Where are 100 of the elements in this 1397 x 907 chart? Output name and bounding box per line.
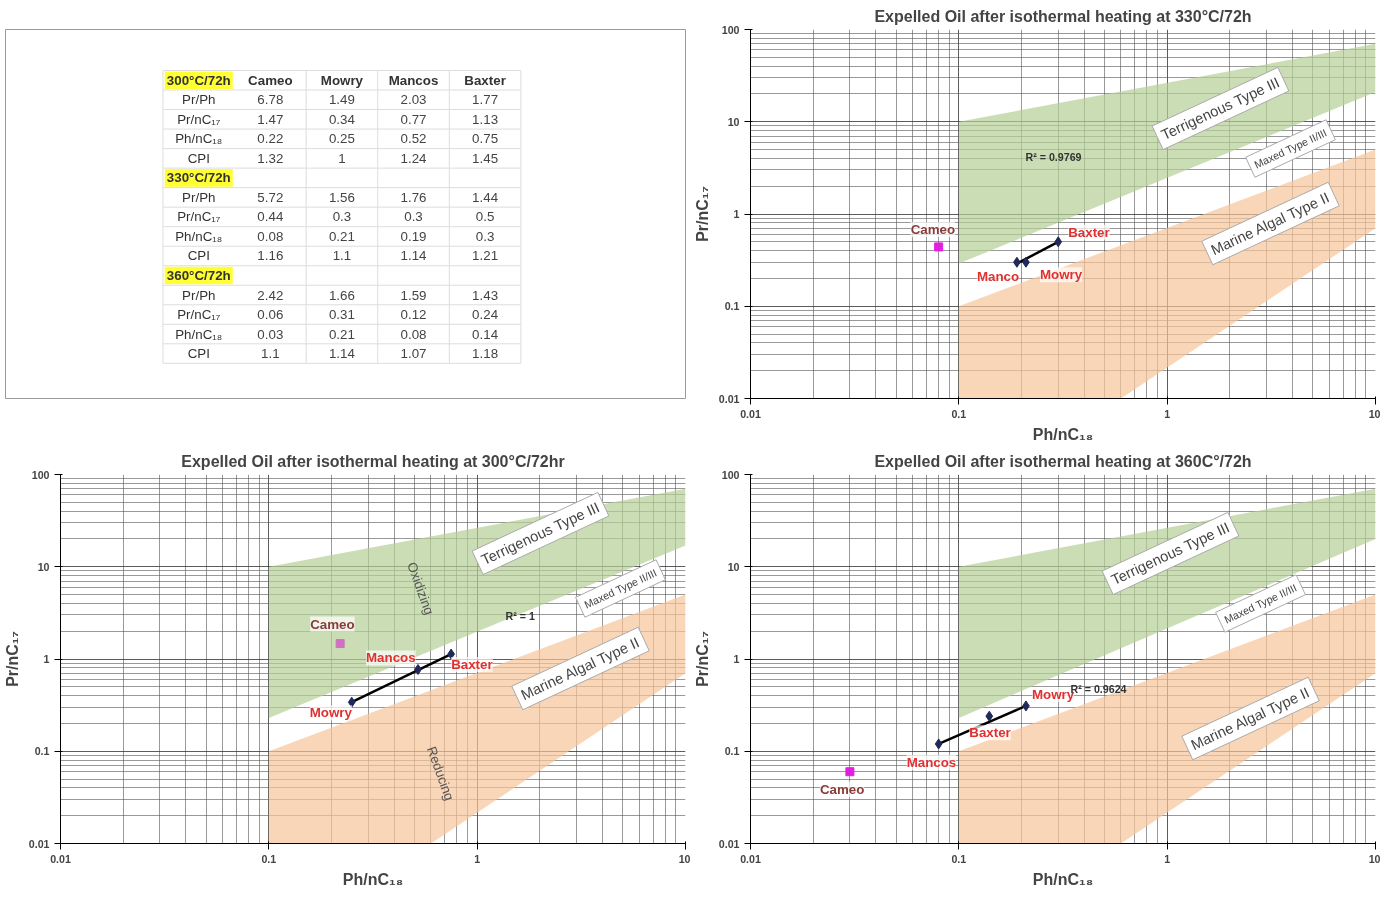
text: 0.77 <box>400 111 427 127</box>
text: 1.47 <box>257 111 284 127</box>
annotation: R² = 1 <box>505 609 535 622</box>
y-tick-label: 1 <box>733 208 740 220</box>
text: 1.14 <box>400 248 427 264</box>
text: 0.31 <box>328 307 355 323</box>
y-tick-label: 0.01 <box>718 392 740 405</box>
text: 0.22 <box>257 131 284 147</box>
chart-title: Expelled Oil after isothermal heating at 360C°/72h <box>874 452 1252 470</box>
y-tick-label: 0.01 <box>28 837 50 850</box>
series-label: Mancos <box>366 650 416 666</box>
category-label: Baxter <box>464 72 506 88</box>
text: 5.72 <box>257 189 284 205</box>
chart-title: Expelled Oil after isothermal heating at 330°C/72h <box>874 7 1252 25</box>
text: 1.77 <box>472 92 499 108</box>
text: 0.25 <box>328 131 355 147</box>
category-label: Mowry <box>320 72 364 88</box>
text: 1.14 <box>328 346 355 362</box>
category-label: Cameo <box>248 72 293 88</box>
category-label: Pr/nC₁₇ <box>177 111 221 127</box>
text: 0.3 <box>404 209 423 225</box>
annotation: R² = 0.9769 <box>1025 150 1082 163</box>
x-axis-title: Ph/nC₁₈ <box>1032 870 1094 888</box>
category-label: Pr/Ph <box>182 92 216 108</box>
annotation: Marine Algal Type II <box>1208 189 1332 259</box>
category-label: CPI <box>187 150 210 166</box>
text: 0.14 <box>472 326 499 342</box>
x-tick-label: 1 <box>1164 852 1171 865</box>
text: 1.07 <box>400 346 427 362</box>
x-tick-label: 10 <box>678 852 691 865</box>
text: 1.21 <box>472 248 499 264</box>
text: 1.59 <box>400 287 427 303</box>
category-label: Ph/nC₁₈ <box>175 131 223 147</box>
y-tick-label: 10 <box>727 560 740 573</box>
text: 0.21 <box>328 326 355 342</box>
text: 1 <box>338 150 346 166</box>
series-label: Baxter <box>969 725 1011 741</box>
annotation: Marine Algal Type II <box>1188 684 1312 754</box>
y-tick-label: 0.1 <box>724 300 740 313</box>
x-tick-label: 1 <box>474 852 481 865</box>
series-label: Baxter <box>1068 224 1110 240</box>
series-label: Baxter <box>451 657 493 673</box>
category-label: 300°C/72h <box>166 72 231 88</box>
y-tick-label: 0.1 <box>34 745 50 758</box>
text: 1.24 <box>400 150 427 166</box>
x-tick-label: 0.01 <box>50 852 71 865</box>
text: 1.16 <box>257 248 284 264</box>
text: 2.03 <box>400 92 427 108</box>
series-label: Cameo <box>910 221 956 237</box>
category-label: Pr/Ph <box>182 189 216 205</box>
category-label: Ph/nC₁₈ <box>175 326 223 342</box>
text: 1.43 <box>472 287 499 303</box>
text: 0.12 <box>400 307 427 323</box>
text: 1.18 <box>472 346 499 362</box>
series-label: Cameo <box>310 616 355 632</box>
text: 1.1 <box>261 346 280 362</box>
x-tick-label: 0.1 <box>951 407 967 420</box>
text: 0.08 <box>257 228 284 244</box>
text: 1.66 <box>328 287 355 303</box>
series-label: Cameo <box>819 781 865 797</box>
category-label: Pr/nC₁₇ <box>177 209 221 225</box>
y-axis-title: Pr/nC₁₇ <box>693 631 711 687</box>
y-axis-title: Pr/nC₁₇ <box>3 631 21 687</box>
annotation: Marine Algal Type II <box>518 634 642 704</box>
y-tick-label: 100 <box>721 468 740 481</box>
text: 0.3 <box>332 209 352 225</box>
text: 6.78 <box>257 92 284 108</box>
category-label: Pr/nC₁₇ <box>177 307 221 323</box>
series-label: Mancos <box>906 754 957 770</box>
category-label: CPI <box>187 346 210 362</box>
category-label: Pr/Ph <box>182 287 216 303</box>
x-tick-label: 0.1 <box>261 852 277 865</box>
series-label: Manco <box>976 269 1020 285</box>
y-tick-label: 10 <box>727 115 740 128</box>
text: 0.75 <box>472 131 499 147</box>
x-axis-title: Ph/nC₁₈ <box>1032 425 1094 443</box>
text: 0.52 <box>400 131 427 147</box>
category-label: Mancos <box>388 72 439 88</box>
text: 1.76 <box>400 189 427 205</box>
y-tick-label: 100 <box>721 23 740 36</box>
x-tick-label: 0.1 <box>951 852 967 865</box>
text: 0.44 <box>257 209 284 225</box>
y-tick-label: 10 <box>37 560 50 573</box>
text: 0.03 <box>257 326 284 342</box>
text: 0.19 <box>400 228 427 244</box>
series-label: Mowry <box>309 705 353 721</box>
text: 0.24 <box>472 307 499 323</box>
y-tick-label: 1 <box>43 653 50 665</box>
text: 0.5 <box>475 209 495 225</box>
x-axis-title: Ph/nC₁₈ <box>342 870 404 888</box>
category-label: 330°C/72h <box>166 170 231 186</box>
text: 1.56 <box>328 189 355 205</box>
y-tick-label: 100 <box>31 468 50 481</box>
category-label: 360°C/72h <box>166 268 231 283</box>
text: 1.32 <box>257 150 284 166</box>
y-tick-label: 1 <box>733 653 740 665</box>
text: 1.45 <box>472 150 499 166</box>
text: 0.34 <box>328 111 355 127</box>
category-label: CPI <box>187 248 210 264</box>
y-tick-label: 0.1 <box>724 745 740 758</box>
